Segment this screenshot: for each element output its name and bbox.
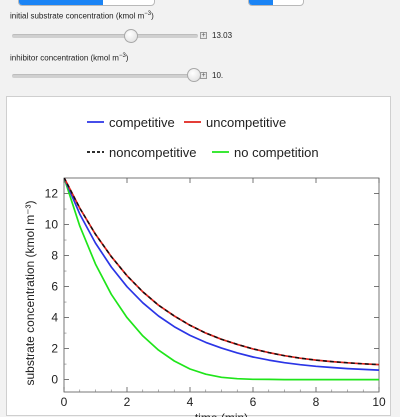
y-tick-label: 6 (51, 280, 58, 294)
x-axis-label: time (min) (195, 411, 248, 417)
y-tick-label: 0 (51, 373, 58, 387)
substrate-value: 13.03 (212, 31, 233, 40)
y-tick-label: 8 (51, 249, 58, 263)
x-tick-label: 6 (250, 395, 257, 409)
inhibitor-value: 10. (212, 71, 224, 80)
inhibitor-label-text: inhibitor concentration (kmol m (10, 53, 119, 63)
x-tick-label: 10 (372, 395, 386, 409)
legend-label-uncompetitive: uncompetitive (206, 115, 286, 130)
substrate-slider-track[interactable] (12, 34, 198, 38)
option-toggle-button[interactable] (248, 0, 304, 6)
inhibitor-expand-icon[interactable]: + (200, 72, 207, 79)
inhibitor-label-exponent: −3 (118, 53, 126, 59)
substrate-slider-thumb[interactable] (124, 29, 139, 43)
y-tick-label: 4 (51, 311, 58, 325)
x-tick-label: 2 (124, 395, 131, 409)
legend-label-competitive: competitive (109, 115, 175, 130)
substrate-label-exponent: −3 (144, 11, 152, 17)
inhibitor-slider-label: inhibitor concentration (kmol m−3) (10, 53, 128, 63)
inhibitor-slider-track[interactable] (12, 74, 198, 78)
plot-frame (63, 177, 380, 393)
x-tick-label: 0 (61, 395, 68, 409)
substrate-label-close: ) (151, 11, 154, 21)
series-line-noncompetitive (64, 178, 379, 366)
legend-label-no-competition: no competition (234, 145, 319, 160)
option-toggle-selected-segment[interactable] (249, 0, 273, 5)
mode-toggle-selected-segment[interactable] (19, 0, 103, 5)
substrate-expand-icon[interactable]: + (200, 32, 207, 39)
inhibitor-label-close: ) (125, 53, 129, 63)
substrate-slider-label: initial substrate concentration (kmol m−… (10, 11, 154, 21)
y-tick-label: 12 (45, 187, 59, 201)
series-line-uncompetitive (64, 178, 379, 366)
x-tick-label: 4 (187, 395, 194, 409)
concentration-chart: 0 2 4 6 8 10 0 2 4 6 8 10 12 time (min) substrate conc… (23, 115, 386, 417)
y-axis-label: substrate concentration (kmol m⁻³) (23, 200, 37, 385)
y-tick-label: 2 (51, 342, 58, 356)
mode-toggle-button[interactable] (18, 0, 155, 6)
legend-label-noncompetitive: noncompetitive (109, 145, 196, 160)
substrate-label-text: initial substrate concentration (kmol m (10, 11, 145, 21)
plot-panel: 0 2 4 6 8 10 0 2 4 6 8 10 12 time (min) substrate conc… (6, 96, 391, 417)
y-tick-label: 10 (45, 218, 59, 232)
series-line-no-competition (64, 178, 379, 381)
x-tick-label: 8 (313, 395, 320, 409)
series-line-competitive (64, 178, 379, 371)
